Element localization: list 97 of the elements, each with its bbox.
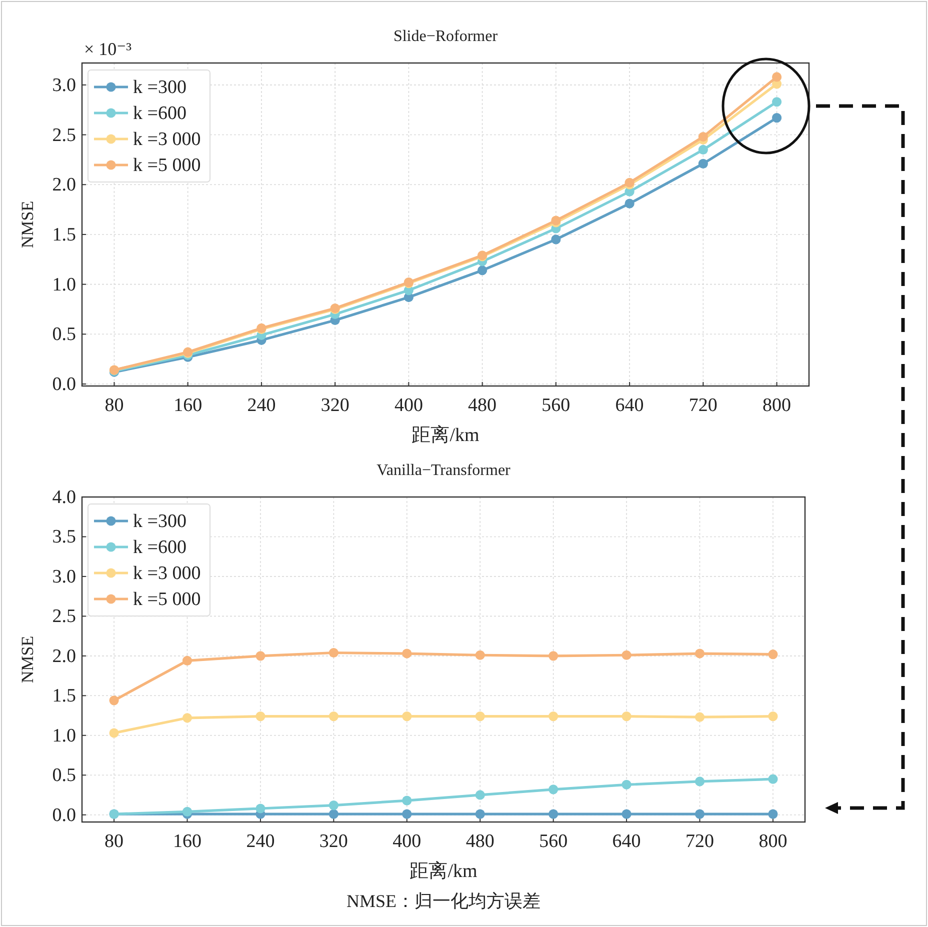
legend-label: k =3 000 <box>133 563 201 584</box>
point <box>624 198 634 208</box>
y-axis-title: NMSE <box>18 200 37 248</box>
x-tick-label: 640 <box>615 395 644 416</box>
y-tick-label: 1.0 <box>52 725 76 746</box>
x-tick-label: 240 <box>247 395 276 416</box>
legend-label: k =600 <box>133 103 186 124</box>
point <box>548 651 558 661</box>
x-tick-label: 800 <box>762 395 792 416</box>
chart-title: Vanilla−Transformer <box>376 462 512 479</box>
point <box>622 712 632 722</box>
point <box>256 804 266 814</box>
text: × 10⁻³ <box>84 39 132 59</box>
point <box>622 780 632 790</box>
point <box>548 784 558 794</box>
x-tick-label: 640 <box>612 831 641 852</box>
point <box>328 800 338 810</box>
y-tick-label: 4.0 <box>52 487 76 508</box>
x-tick-label: 160 <box>174 395 202 416</box>
point <box>694 648 705 658</box>
y-tick-label: 2.5 <box>52 124 76 146</box>
point <box>768 809 778 819</box>
point <box>772 72 782 82</box>
legend-label: k =5 000 <box>133 155 201 176</box>
x-tick-label: 160 <box>172 831 202 852</box>
point <box>694 776 705 786</box>
legend-label: k =300 <box>133 77 186 98</box>
point <box>182 656 192 666</box>
x-tick-label: 480 <box>468 395 497 416</box>
y-tick-label: 1.5 <box>52 224 76 246</box>
point <box>475 650 485 660</box>
y-tick-label: 0.5 <box>52 765 76 786</box>
y-tick-label: 0.5 <box>52 324 76 346</box>
point <box>698 132 708 142</box>
point <box>402 712 412 722</box>
point <box>182 806 192 816</box>
point <box>694 809 705 819</box>
point <box>402 648 412 658</box>
x-tick-label: 320 <box>320 395 350 416</box>
x-tick-label: 480 <box>466 831 494 852</box>
x-tick-label: 320 <box>319 831 348 852</box>
text: NMSE：归一化均方误差 <box>346 891 541 911</box>
point <box>622 650 632 660</box>
y-tick-label: 3.0 <box>52 74 76 96</box>
point <box>402 796 412 806</box>
point <box>109 696 119 706</box>
point <box>694 712 705 722</box>
x-tick-label: 80 <box>104 831 124 852</box>
x-tick-label: 80 <box>104 395 124 416</box>
y-axis-title: NMSE <box>18 636 37 684</box>
legend-label: k =600 <box>133 537 186 558</box>
chart-title: Slide−Roformer <box>393 28 498 45</box>
point <box>182 713 192 723</box>
legend-label: k =5 000 <box>133 589 201 610</box>
x-tick-label: 560 <box>539 831 568 852</box>
point <box>256 651 266 661</box>
x-tick-label: 560 <box>542 395 570 416</box>
point <box>548 809 558 819</box>
y-tick-label: 2.0 <box>52 646 76 667</box>
point <box>548 712 558 722</box>
x-axis-title: 距离/km <box>410 860 478 882</box>
legend-label: k =300 <box>133 511 186 532</box>
x-tick-label: 720 <box>686 831 714 852</box>
point <box>768 650 778 660</box>
point <box>475 790 485 800</box>
x-axis-title: 距离/km <box>412 424 480 446</box>
x-tick-label: 400 <box>394 395 423 416</box>
point <box>478 266 488 276</box>
x-tick-label: 240 <box>246 831 275 852</box>
point <box>256 712 266 722</box>
y-tick-label: 1.5 <box>52 686 76 707</box>
y-tick-label: 1.0 <box>52 274 76 296</box>
point <box>109 728 119 738</box>
point <box>551 234 561 244</box>
point <box>698 158 708 168</box>
y-tick-label: 0.0 <box>52 804 76 826</box>
point <box>475 809 485 819</box>
y-tick-label: 2.0 <box>52 174 76 196</box>
point <box>698 144 708 155</box>
x-tick-label: 720 <box>688 395 718 416</box>
y-tick-label: 3.0 <box>52 566 76 588</box>
point <box>772 97 782 107</box>
x-tick-label: 800 <box>758 831 788 852</box>
point <box>402 809 412 819</box>
y-tick-label: 3.5 <box>52 526 76 548</box>
point <box>475 712 485 722</box>
point <box>772 113 782 123</box>
point <box>328 712 338 722</box>
point <box>622 809 632 819</box>
point <box>328 809 338 819</box>
point <box>328 648 338 658</box>
legend-label: k =3 000 <box>133 129 201 150</box>
y-tick-label: 0.0 <box>52 374 76 396</box>
y-tick-label: 2.5 <box>52 606 76 628</box>
point <box>768 712 778 722</box>
point <box>768 774 778 784</box>
x-tick-label: 400 <box>392 831 422 852</box>
